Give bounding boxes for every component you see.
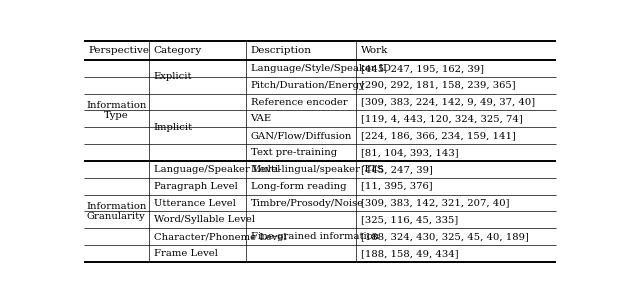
Text: Reference encoder: Reference encoder [250,98,348,106]
Text: Description: Description [250,46,311,55]
Text: [11, 395, 376]: [11, 395, 376] [361,182,432,191]
Text: VAE: VAE [250,114,271,123]
Text: [445, 247, 39]: [445, 247, 39] [361,165,432,174]
Text: [119, 4, 443, 120, 324, 325, 74]: [119, 4, 443, 120, 324, 325, 74] [361,114,522,123]
Text: [224, 186, 366, 234, 159, 141]: [224, 186, 366, 234, 159, 141] [361,131,515,140]
Text: [309, 383, 142, 321, 207, 40]: [309, 383, 142, 321, 207, 40] [361,199,509,208]
Text: Frame Level: Frame Level [154,249,218,258]
Text: Information
Type: Information Type [86,101,147,120]
Text: Category: Category [154,46,202,55]
Text: Language/Speaker Level: Language/Speaker Level [154,165,280,174]
Text: Multi-lingual/speaker TTS: Multi-lingual/speaker TTS [250,165,383,174]
Text: Information
Granularity: Information Granularity [86,202,147,221]
Text: Word/Syllable Level: Word/Syllable Level [154,215,255,224]
Text: Language/Style/Speaker ID: Language/Style/Speaker ID [250,64,391,73]
Text: Explicit: Explicit [154,72,192,81]
Text: Pitch/Duration/Energy: Pitch/Duration/Energy [250,81,365,90]
Text: GAN/Flow/Diffusion: GAN/Flow/Diffusion [250,131,352,140]
Text: Perspective: Perspective [89,46,150,55]
Text: [325, 116, 45, 335]: [325, 116, 45, 335] [361,215,458,224]
Text: Fine-grained information: Fine-grained information [250,232,379,241]
Text: Paragraph Level: Paragraph Level [154,182,238,191]
Text: Work: Work [361,46,388,55]
Text: [188, 158, 49, 434]: [188, 158, 49, 434] [361,249,458,258]
Text: Long-form reading: Long-form reading [250,182,346,191]
Text: Utterance Level: Utterance Level [154,199,236,208]
Text: [188, 324, 430, 325, 45, 40, 189]: [188, 324, 430, 325, 45, 40, 189] [361,232,529,241]
Text: [81, 104, 393, 143]: [81, 104, 393, 143] [361,148,458,157]
Text: [445, 247, 195, 162, 39]: [445, 247, 195, 162, 39] [361,64,484,73]
Text: [309, 383, 224, 142, 9, 49, 37, 40]: [309, 383, 224, 142, 9, 49, 37, 40] [361,98,535,106]
Text: Implicit: Implicit [154,123,193,132]
Text: [290, 292, 181, 158, 239, 365]: [290, 292, 181, 158, 239, 365] [361,81,515,90]
Text: Text pre-training: Text pre-training [250,148,337,157]
Text: Character/Phoneme Level: Character/Phoneme Level [154,232,286,241]
Text: Timbre/Prosody/Noise: Timbre/Prosody/Noise [250,199,364,208]
